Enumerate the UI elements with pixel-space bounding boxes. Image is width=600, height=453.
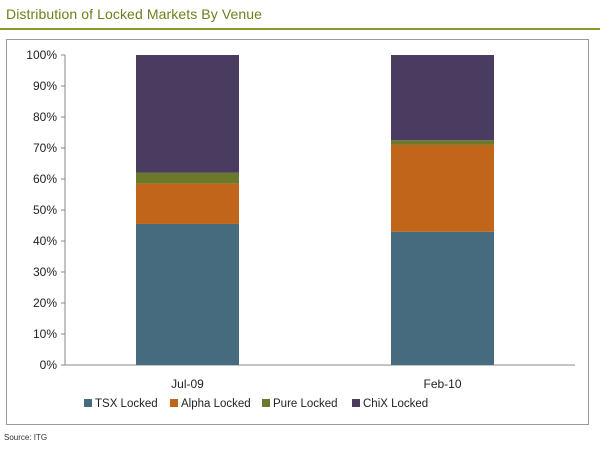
y-tick-label: 0% — [40, 358, 58, 372]
bar-segment-pure-locked-jul-09 — [136, 172, 239, 184]
legend-label: TSX Locked — [95, 398, 158, 410]
y-tick-label: 100% — [26, 48, 57, 62]
y-tick-label: 60% — [33, 172, 57, 186]
bars — [136, 55, 494, 365]
bar-segment-pure-locked-feb-10 — [391, 140, 494, 145]
legend-label: Pure Locked — [273, 398, 338, 410]
y-tick-label: 10% — [33, 327, 57, 341]
y-tick-label: 30% — [33, 265, 57, 279]
bar-segment-alpha-locked-feb-10 — [391, 144, 494, 232]
y-tick-label: 90% — [33, 79, 57, 93]
legend-label: Alpha Locked — [181, 398, 251, 410]
title-bar: Distribution of Locked Markets By Venue — [0, 0, 600, 30]
legend-label: ChiX Locked — [363, 398, 428, 410]
source-note: Source: ITG — [4, 433, 48, 442]
bar-segment-chix-locked-jul-09 — [136, 55, 239, 173]
category-labels: Jul-09 Feb-10 — [171, 377, 462, 391]
y-tick-label: 80% — [33, 110, 57, 124]
title-rule — [0, 28, 600, 30]
bar-segment-tsx-locked-feb-10 — [391, 231, 494, 365]
legend-swatch — [170, 399, 178, 407]
y-tick-label: 40% — [33, 234, 57, 248]
y-tick-label: 50% — [33, 203, 57, 217]
legend-swatch — [352, 399, 360, 407]
bar-segment-alpha-locked-jul-09 — [136, 183, 239, 224]
legend-swatch — [262, 399, 270, 407]
bar-segment-chix-locked-feb-10 — [391, 55, 494, 141]
legend: TSX Locked Alpha Locked Pure Locked ChiX Lo… — [84, 398, 428, 410]
x-category-label: Feb-10 — [423, 377, 461, 391]
x-category-label: Jul-09 — [171, 377, 204, 391]
legend-swatch — [84, 399, 92, 407]
y-tick-label: 20% — [33, 296, 57, 310]
chart-title: Distribution of Locked Markets By Venue — [6, 6, 263, 22]
bar-segment-tsx-locked-jul-09 — [136, 223, 239, 365]
y-axis: 0% 10% 20% 30% 40% 50% 60% 70% 80% 90% 100% — [26, 48, 575, 372]
y-tick-label: 70% — [33, 141, 57, 155]
